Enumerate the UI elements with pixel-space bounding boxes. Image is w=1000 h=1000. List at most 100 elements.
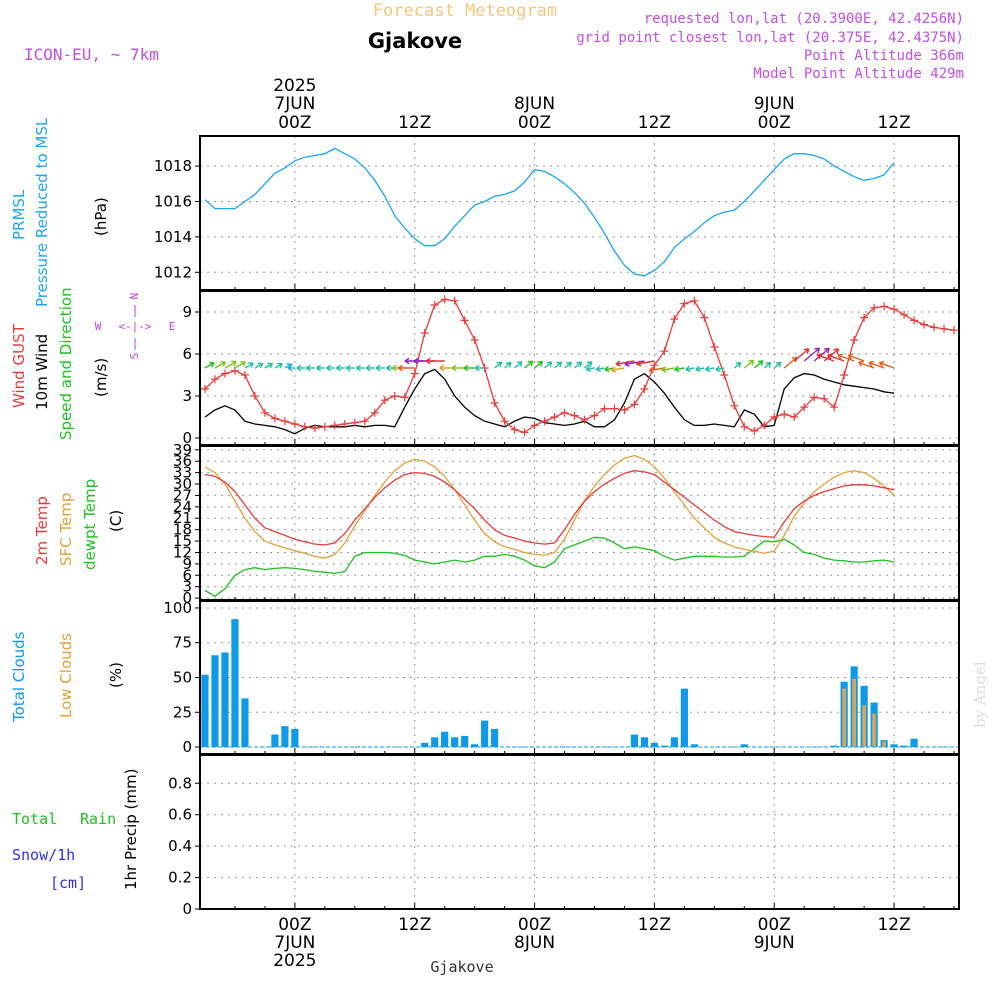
panel-frame-precip: [199, 754, 960, 910]
data-layer: [0, 0, 959, 910]
wind-direction-arrow: [524, 360, 534, 369]
gust-marker: [810, 393, 819, 402]
y-tick-label: 12: [173, 543, 192, 561]
wind-direction-arrow: [254, 362, 264, 369]
wind-arrowhead: [474, 364, 480, 372]
wind-direction-arrow: [615, 360, 635, 365]
wind-arrowhead: [748, 359, 755, 366]
gust-marker: [770, 413, 779, 421]
gust-marker: [760, 421, 769, 430]
gust-marker: [430, 301, 439, 309]
wind-direction-arrow: [574, 361, 582, 369]
wind-arrowhead: [847, 353, 854, 360]
y-tick-label: 3: [182, 387, 192, 405]
total-cloud-bar: [211, 655, 219, 748]
gust-marker: [580, 415, 589, 424]
gust-marker: [950, 326, 959, 335]
y-tick-label: 0.2: [168, 869, 192, 887]
wind-arrowhead: [704, 365, 711, 373]
wind-arrowhead: [391, 364, 397, 372]
gust-marker: [890, 305, 899, 314]
y-tick-label: 21: [173, 509, 192, 527]
gust-marker: [930, 323, 939, 332]
wind-arrowhead: [695, 365, 701, 373]
wind-direction-arrow: [596, 367, 605, 371]
axis-time-label: 00Z: [758, 915, 791, 935]
gust-marker: [690, 296, 699, 305]
wind-direction-arrow: [0, 0, 934, 368]
gust-marker: [740, 422, 749, 431]
gust-marker: [720, 371, 729, 379]
y-tick-labels: 1012101410161018036903691215182124273033…: [154, 157, 200, 918]
total-cloud-bar: [910, 738, 918, 748]
total-cloud-bar: [740, 744, 748, 748]
wind-arrowhead: [505, 361, 512, 368]
gust-marker: [460, 316, 469, 325]
total-cloud-bar: [221, 652, 229, 748]
wind-direction-arrow: [733, 362, 742, 369]
total-cloud-bar: [900, 745, 908, 748]
total-cloud-bar: [680, 688, 688, 748]
wind-direction-arrow: [837, 354, 855, 362]
total-cloud-bar: [201, 674, 209, 748]
wind-direction-arrow: [827, 354, 845, 362]
gust-marker: [800, 403, 809, 412]
wind-direction-arrow: [0, 0, 904, 368]
svg-text:E: E: [169, 320, 176, 333]
wind-arrowhead: [463, 364, 469, 372]
wind-arrowhead: [595, 365, 602, 373]
wind-direction-arrow: [661, 367, 675, 371]
wind-direction-arrow: [264, 363, 273, 369]
wind-arrowhead: [735, 361, 742, 368]
wind-arrowhead: [833, 348, 840, 355]
total-cloud-bar: [281, 726, 289, 748]
y-tick-label: 3: [182, 578, 192, 596]
footer-location: Gjakove: [430, 958, 493, 976]
axis-year-label: 2025: [273, 951, 316, 971]
gust-marker: [540, 417, 549, 426]
gust-marker: [860, 313, 869, 322]
wind-arrowhead: [586, 361, 593, 367]
gust-marker: [320, 422, 329, 431]
wind-direction-arrow: [584, 361, 593, 369]
axis-time-label: 00Z: [518, 915, 551, 935]
wind-arrowhead: [209, 361, 215, 368]
gust-marker: [440, 295, 449, 304]
gust-marker: [750, 427, 759, 435]
wind-arrowhead: [556, 361, 563, 368]
y-tick-label: 0: [182, 738, 192, 756]
point-altitude: Point Altitude 366m: [804, 48, 964, 64]
axis-date-label: 7JUN: [274, 94, 315, 114]
wind-direction-arrow: [234, 361, 246, 369]
gust-marker: [900, 310, 909, 319]
wind-gust-series-line: [204, 298, 955, 434]
total-cloud-bar: [241, 698, 249, 748]
wind-arrowhead: [365, 364, 371, 372]
wind-direction-arrow: [636, 360, 655, 365]
wind-arrowhead: [257, 362, 264, 369]
wind-10m-series-line: [204, 368, 895, 435]
requested-coords: requested lon,lat (20.3900E, 42.4256N): [644, 11, 964, 27]
wind-arrowhead: [546, 361, 553, 367]
y-tick-label: 0: [182, 429, 192, 447]
gust-marker: [730, 401, 739, 410]
gust-marker: [410, 369, 419, 378]
gust-marker: [360, 417, 369, 426]
wind-arrowhead: [648, 366, 654, 374]
y-tick-label: 1012: [154, 263, 192, 281]
grid-layer: [200, 136, 959, 910]
axis-time-label: 00Z: [758, 113, 791, 133]
wind-arrowhead: [248, 362, 254, 368]
wind-arrowhead: [816, 353, 823, 360]
wind-arrowhead: [277, 362, 283, 369]
wind-arrowhead: [858, 360, 864, 367]
wind-arrowhead: [615, 360, 621, 367]
gust-marker: [850, 336, 859, 344]
model-label: ICON-EU, ~ 7km: [24, 45, 159, 64]
pressure-label-prmsl: PRMSL: [10, 189, 28, 240]
wind-direction-arrow: [813, 347, 830, 362]
pressure-unit: (hPa): [92, 197, 110, 236]
temp-dewpt-label: dewpt Temp: [81, 479, 99, 570]
wind-arrowhead: [576, 361, 583, 368]
y-tick-label: 18: [173, 521, 192, 539]
